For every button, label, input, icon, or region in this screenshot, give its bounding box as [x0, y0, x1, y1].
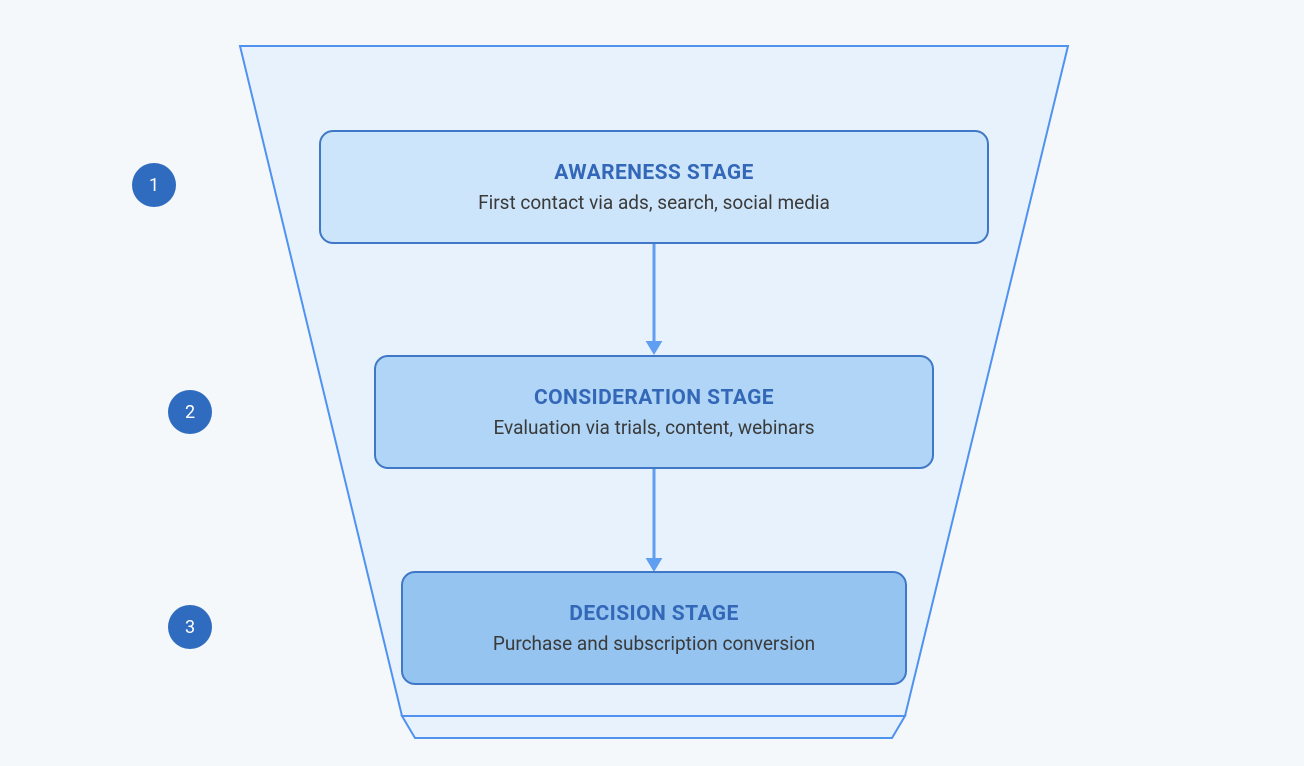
stage-description: Purchase and subscription conversion — [493, 632, 815, 655]
stage-badge-3: 3 — [168, 605, 212, 649]
stage-title: CONSIDERATION STAGE — [534, 386, 774, 410]
stage-title: DECISION STAGE — [569, 602, 738, 626]
funnel-rim — [402, 716, 905, 738]
stage-badge-1: 1 — [132, 163, 176, 207]
badge-number: 3 — [185, 617, 195, 638]
stage-awareness: AWARENESS STAGE First contact via ads, s… — [319, 130, 989, 244]
stage-description: First contact via ads, search, social me… — [478, 191, 830, 214]
badge-number: 1 — [149, 175, 159, 196]
stage-badge-2: 2 — [168, 390, 212, 434]
stage-consideration: CONSIDERATION STAGE Evaluation via trial… — [374, 355, 934, 469]
stage-title: AWARENESS STAGE — [554, 161, 754, 185]
badge-number: 2 — [185, 402, 195, 423]
stage-decision: DECISION STAGE Purchase and subscription… — [401, 571, 907, 685]
funnel-diagram: 1 2 3 AWARENESS STAGE First contact via … — [0, 0, 1304, 766]
stage-description: Evaluation via trials, content, webinars — [493, 416, 814, 439]
